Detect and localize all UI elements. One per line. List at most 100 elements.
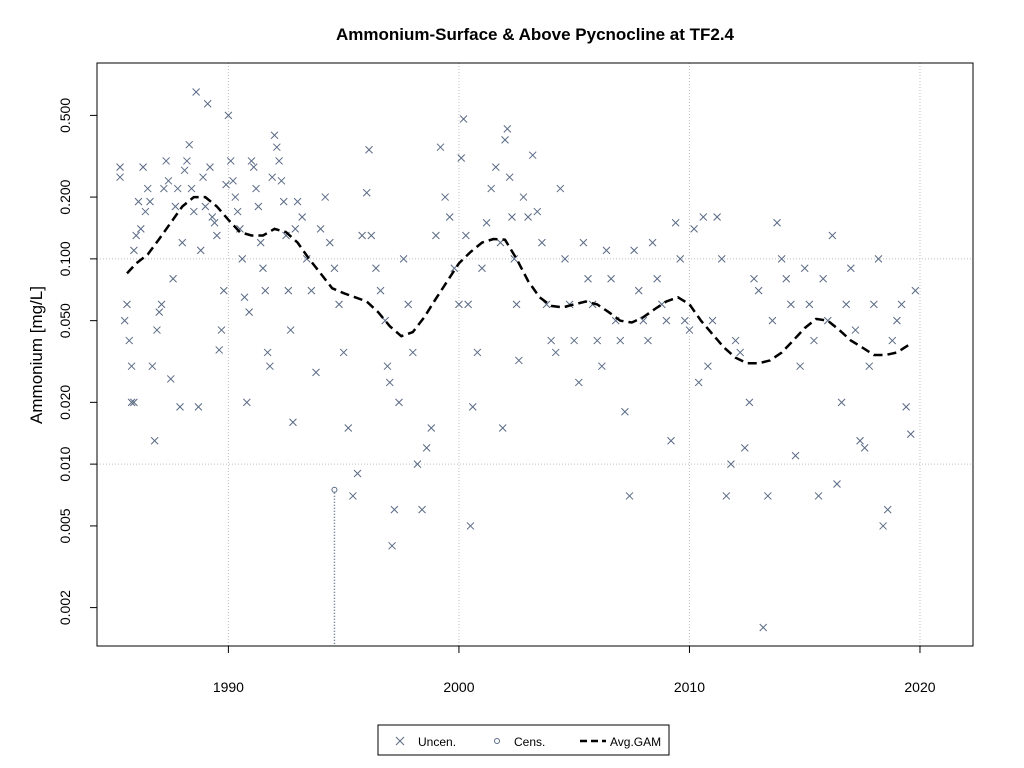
- data-point-uncen: [127, 398, 136, 407]
- data-point-uncen: [120, 316, 129, 325]
- data-point-uncen: [189, 207, 198, 216]
- data-point-uncen: [505, 173, 514, 182]
- data-point-uncen: [512, 300, 521, 309]
- data-point-uncen: [519, 193, 528, 201]
- data-point-uncen: [593, 336, 602, 345]
- data-point-uncen: [667, 436, 675, 445]
- data-point-uncen: [551, 348, 560, 357]
- data-point-uncen: [422, 444, 431, 452]
- data-point-uncen: [213, 231, 221, 240]
- data-point-uncen: [365, 145, 373, 154]
- data-point-uncen: [704, 362, 712, 371]
- data-point-uncen: [860, 444, 869, 452]
- data-point-uncen: [219, 286, 228, 295]
- data-point-uncen: [478, 264, 486, 273]
- data-point-uncen: [413, 460, 422, 468]
- data-point-uncen: [249, 163, 258, 171]
- data-point-uncen: [680, 316, 689, 325]
- data-point-uncen: [187, 184, 196, 193]
- data-point-uncen: [130, 398, 138, 407]
- x-tick-label: 2020: [904, 679, 935, 695]
- data-point-uncen: [436, 143, 445, 152]
- y-tick-label: 0.100: [57, 241, 73, 276]
- data-point-uncen: [491, 163, 500, 171]
- data-point-uncen: [676, 255, 685, 263]
- data-point-uncen: [259, 264, 267, 273]
- data-point-uncen: [533, 207, 542, 216]
- data-point-uncen: [874, 255, 883, 263]
- data-point-uncen: [455, 300, 463, 309]
- data-point-cens: [331, 486, 338, 493]
- data-point-uncen: [713, 213, 721, 221]
- data-point-uncen: [367, 231, 376, 240]
- data-point-uncen: [906, 430, 915, 438]
- data-point-uncen: [339, 348, 348, 357]
- data-point-uncen: [353, 469, 362, 478]
- data-point-uncen: [870, 300, 878, 309]
- data-point-uncen: [272, 143, 281, 152]
- data-point-uncen: [289, 418, 297, 427]
- axes: 1990 2000 2010 2020 0.002 0.005 0.010 0.020 0.05…: [57, 98, 936, 695]
- data-point-uncen: [625, 492, 634, 500]
- data-point-uncen: [487, 184, 496, 193]
- y-axis-label: Ammonium [mg/L]: [27, 286, 46, 424]
- data-point-uncen: [501, 136, 509, 144]
- y-tick-label: 0.002: [57, 590, 73, 625]
- data-point-uncen: [432, 231, 440, 240]
- data-point-uncen: [805, 300, 814, 309]
- data-point-uncen: [782, 274, 791, 283]
- data-point-uncen: [344, 424, 353, 432]
- data-point-uncen: [388, 541, 396, 550]
- data-point-uncen: [215, 346, 224, 354]
- data-point-uncen: [203, 99, 212, 108]
- data-point-uncen: [399, 255, 408, 263]
- y-tick-label: 0.050: [57, 303, 73, 338]
- data-point-uncen: [362, 188, 371, 197]
- data-point-uncen: [791, 451, 800, 460]
- data-point-uncen: [192, 88, 200, 96]
- data-point-uncen: [171, 202, 180, 211]
- data-point-uncen: [503, 124, 512, 133]
- data-point-uncen: [291, 225, 300, 233]
- chart-title: Ammonium-Surface & Above Pycnocline at T…: [336, 25, 735, 44]
- data-point-uncen: [153, 326, 161, 334]
- data-point-uncen: [275, 157, 283, 165]
- data-point-uncen: [266, 362, 274, 371]
- data-point-uncen: [736, 348, 745, 357]
- data-point-uncen: [570, 336, 579, 345]
- data-point-uncen: [231, 193, 240, 201]
- data-point-uncen: [136, 225, 145, 233]
- y-tick-label: 0.500: [57, 98, 73, 133]
- data-point-uncen: [750, 274, 758, 283]
- data-point-uncen: [685, 326, 694, 334]
- data-point-uncen: [162, 157, 171, 165]
- data-point-uncen: [268, 173, 277, 182]
- data-point-uncen: [498, 424, 507, 432]
- data-point-uncen: [671, 218, 680, 227]
- legend-box: [377, 724, 670, 756]
- y-tick-label: 0.200: [57, 179, 73, 214]
- data-point-uncen: [727, 460, 735, 468]
- data-point-uncen: [176, 403, 184, 411]
- data-point-uncen: [226, 157, 235, 165]
- data-point-uncen: [468, 403, 477, 411]
- data-point-uncen: [759, 623, 768, 632]
- data-point-uncen: [238, 255, 247, 263]
- data-point-uncen: [579, 238, 588, 247]
- data-point-uncen: [404, 300, 413, 309]
- data-point-uncen: [178, 238, 187, 247]
- data-point-uncen: [662, 316, 671, 325]
- data-point-uncen: [408, 348, 417, 357]
- data-point-uncen: [538, 238, 546, 247]
- data-point-uncen: [621, 407, 629, 416]
- data-point-uncen: [279, 197, 288, 206]
- data-point-uncen: [856, 436, 864, 445]
- data-point-uncen: [335, 300, 343, 309]
- data-point-uncen: [754, 286, 763, 295]
- data-point-uncen: [893, 316, 901, 325]
- legend-uncen-label: Uncen.: [418, 735, 456, 749]
- data-point-uncen: [461, 231, 470, 240]
- data-point-uncen: [139, 163, 147, 171]
- data-point-uncen: [222, 180, 230, 189]
- data-point-uncen: [150, 436, 159, 445]
